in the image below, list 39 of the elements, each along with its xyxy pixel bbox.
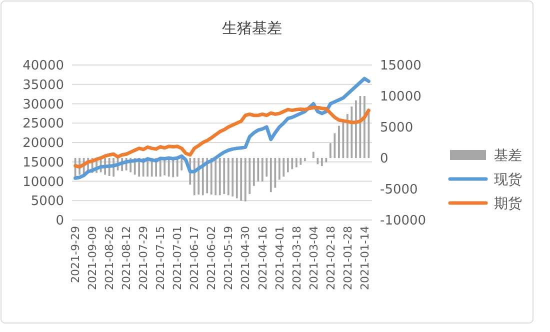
x-tick-label: 2021-04-30 [239,226,252,290]
legend-label: 现货 [494,172,522,188]
y-tick-label: 10000 [22,174,64,190]
x-tick-label: 2021-01-28 [341,226,354,290]
y-tick-label: 0 [56,214,64,229]
x-tick-label: 2021-02-18 [324,226,338,290]
x-tick-label: 2021-9-29 [69,226,82,283]
x-tick-label: 2021-09-09 [86,226,100,290]
y-tick-label: 30000 [22,97,64,112]
chart-title: 生猪基差 [222,19,282,37]
x-tick-label: 2021-05-19 [222,226,236,290]
y2-tick-label: 10000 [380,90,422,105]
x-tick-label: 2021-03-18 [290,226,304,290]
y-tick-label: 25000 [22,116,64,132]
y-tick-label: 20000 [22,136,64,152]
y2-tick-label: 15000 [380,58,422,74]
y-tick-label: 40000 [22,58,64,74]
x-tick-label: 2021-04-01 [273,226,286,290]
x-tick-label: 2021-07-29 [137,226,150,290]
y2-tick-label: 0 [380,152,388,167]
x-tick-label: 2021-08-12 [120,226,134,290]
line-series [74,106,370,169]
x-tick-label: 2021-08-26 [103,226,116,290]
x-tick-label: 2021-03-04 [307,226,320,290]
y-tick-label: 15000 [22,155,64,170]
x-tick-label: 2021-01-14 [358,226,372,290]
legend-label: 基差 [494,148,522,164]
x-tick-label: 2021-07-15 [154,226,168,290]
line-series [74,76,370,180]
y-tick-label: 35000 [22,78,64,93]
y2-tick-label: -5000 [380,182,418,198]
y-tick-label: 5000 [30,194,64,210]
legend-label: 期货 [494,196,522,212]
y2-tick-label: -10000 [380,214,426,229]
x-tick-label: 2021-06-17 [188,226,202,290]
y2-tick-label: 5000 [380,120,414,136]
x-tick-label: 2021-04-16 [256,226,270,290]
x-tick-label: 2021-07-01 [171,226,184,290]
x-tick-label: 2021-06-02 [205,226,218,290]
